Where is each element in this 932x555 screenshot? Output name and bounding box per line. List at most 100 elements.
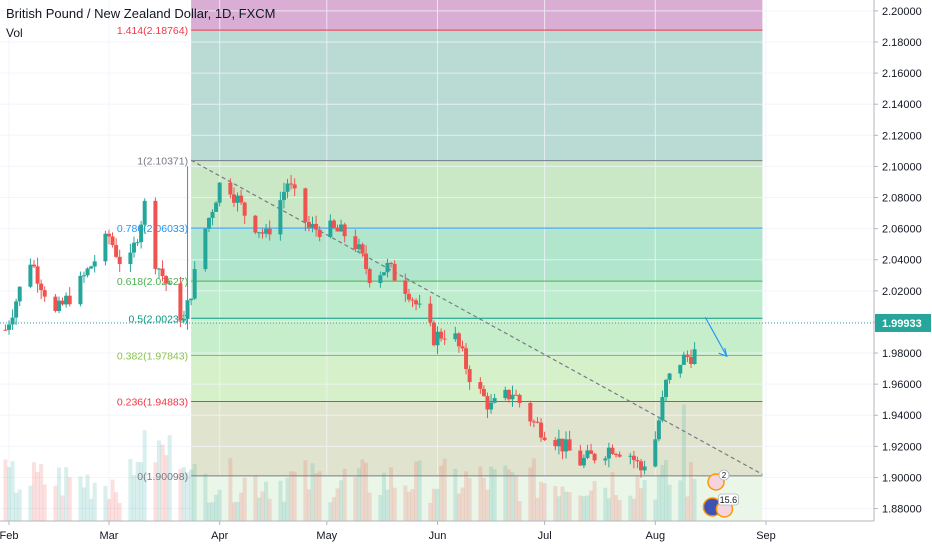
volume-bar — [639, 488, 644, 521]
volume-bar — [235, 501, 240, 521]
volume-bar — [160, 444, 165, 521]
candle-body — [528, 402, 533, 422]
volume-bar — [578, 495, 583, 521]
volume-bar — [467, 477, 472, 521]
candle-body — [567, 439, 572, 451]
candle-body — [456, 333, 461, 347]
volume-bar — [10, 461, 15, 521]
candle-body — [78, 275, 83, 305]
candle-body — [381, 272, 386, 276]
candle-body — [35, 266, 40, 284]
overlays: 215.6 — [0, 316, 874, 518]
candle-body — [239, 195, 244, 203]
volume-bar — [364, 462, 369, 521]
volume-bar — [17, 489, 22, 521]
candle-body — [403, 280, 408, 294]
candle-body — [581, 457, 586, 466]
volume-bar — [589, 490, 594, 521]
volume-bar — [206, 502, 211, 521]
fib-level-label: 0.786(2.06033) — [117, 223, 188, 235]
x-tick-label: Sep — [756, 530, 776, 542]
y-tick-label: 2.10000 — [882, 161, 922, 173]
volume-bar — [192, 463, 197, 521]
volume-bar — [478, 466, 483, 521]
candle-body — [285, 183, 290, 192]
volume-bar — [381, 472, 386, 521]
candle-body — [139, 224, 144, 243]
candle-body — [435, 331, 440, 346]
volume-bar — [689, 462, 694, 521]
volume-bar — [256, 497, 261, 521]
candle-body — [667, 373, 672, 380]
fib-level-label: 1(2.10371) — [137, 156, 188, 168]
candle-body — [289, 183, 294, 185]
volume-bar — [567, 492, 572, 521]
y-tick-label: 2.18000 — [882, 37, 922, 49]
candle-body — [539, 422, 544, 438]
y-tick-label: 2.08000 — [882, 193, 922, 205]
candle-body — [589, 450, 594, 454]
volume-bar — [178, 468, 183, 521]
candle-body — [606, 447, 611, 459]
candle-body — [410, 299, 415, 301]
volume-bar — [203, 473, 208, 521]
volume-bar — [81, 487, 86, 521]
candle-body — [256, 232, 261, 234]
candle-body — [103, 233, 108, 262]
candle-body — [92, 261, 97, 267]
volume-bar — [506, 469, 511, 521]
volume-bar — [685, 496, 690, 521]
volume-bar — [360, 459, 365, 521]
candle-body — [42, 290, 47, 297]
candle-body — [481, 388, 486, 397]
volume-bar — [85, 474, 90, 521]
volume-bar — [539, 481, 544, 521]
x-tick-label: Apr — [211, 530, 228, 542]
candle-body — [489, 402, 494, 410]
volume-bar — [410, 488, 415, 521]
volume-bar — [189, 469, 194, 521]
volume-bar — [510, 472, 515, 521]
volume-bar — [14, 492, 19, 521]
volume-bar — [78, 476, 83, 521]
fib-level-label: 0(1.90098) — [137, 471, 188, 483]
volume-bar — [531, 458, 536, 521]
volume-bar — [378, 495, 383, 521]
volume-bar — [342, 468, 347, 521]
candle-body — [664, 379, 669, 398]
y-tick-label: 1.90000 — [882, 472, 922, 484]
candle-body — [189, 298, 194, 301]
candle-body — [689, 356, 694, 364]
volume-bar — [485, 489, 490, 521]
volume-bar — [356, 468, 361, 521]
price-axis-panel — [874, 0, 932, 550]
volume-bar — [339, 480, 344, 521]
y-tick-label: 1.94000 — [882, 410, 922, 422]
candle-body — [60, 300, 65, 305]
y-tick-label: 1.92000 — [882, 441, 922, 453]
candle-body — [264, 228, 269, 234]
candle-body — [214, 202, 219, 212]
volume-bar — [392, 487, 397, 521]
volume-bar — [464, 471, 469, 521]
candle-body — [303, 188, 308, 222]
volume-bar — [289, 471, 294, 521]
candle-body — [335, 227, 340, 232]
y-tick-label: 2.14000 — [882, 99, 922, 111]
volume-bar — [581, 496, 586, 521]
volume-bar — [653, 499, 658, 521]
candle-body — [64, 295, 69, 305]
symbol-title: British Pound / New Zealand Dollar, 1D, … — [6, 6, 276, 21]
candle-body — [10, 317, 15, 325]
volume-bar — [278, 480, 283, 521]
candle-body — [178, 283, 183, 321]
volume-bar — [489, 466, 494, 521]
candle-body — [203, 228, 208, 270]
candle-body — [439, 331, 444, 339]
volume-bar — [528, 467, 533, 521]
event-count-label: 15.6 — [720, 495, 738, 505]
volume-bar — [556, 496, 561, 521]
candle-body — [110, 236, 115, 246]
